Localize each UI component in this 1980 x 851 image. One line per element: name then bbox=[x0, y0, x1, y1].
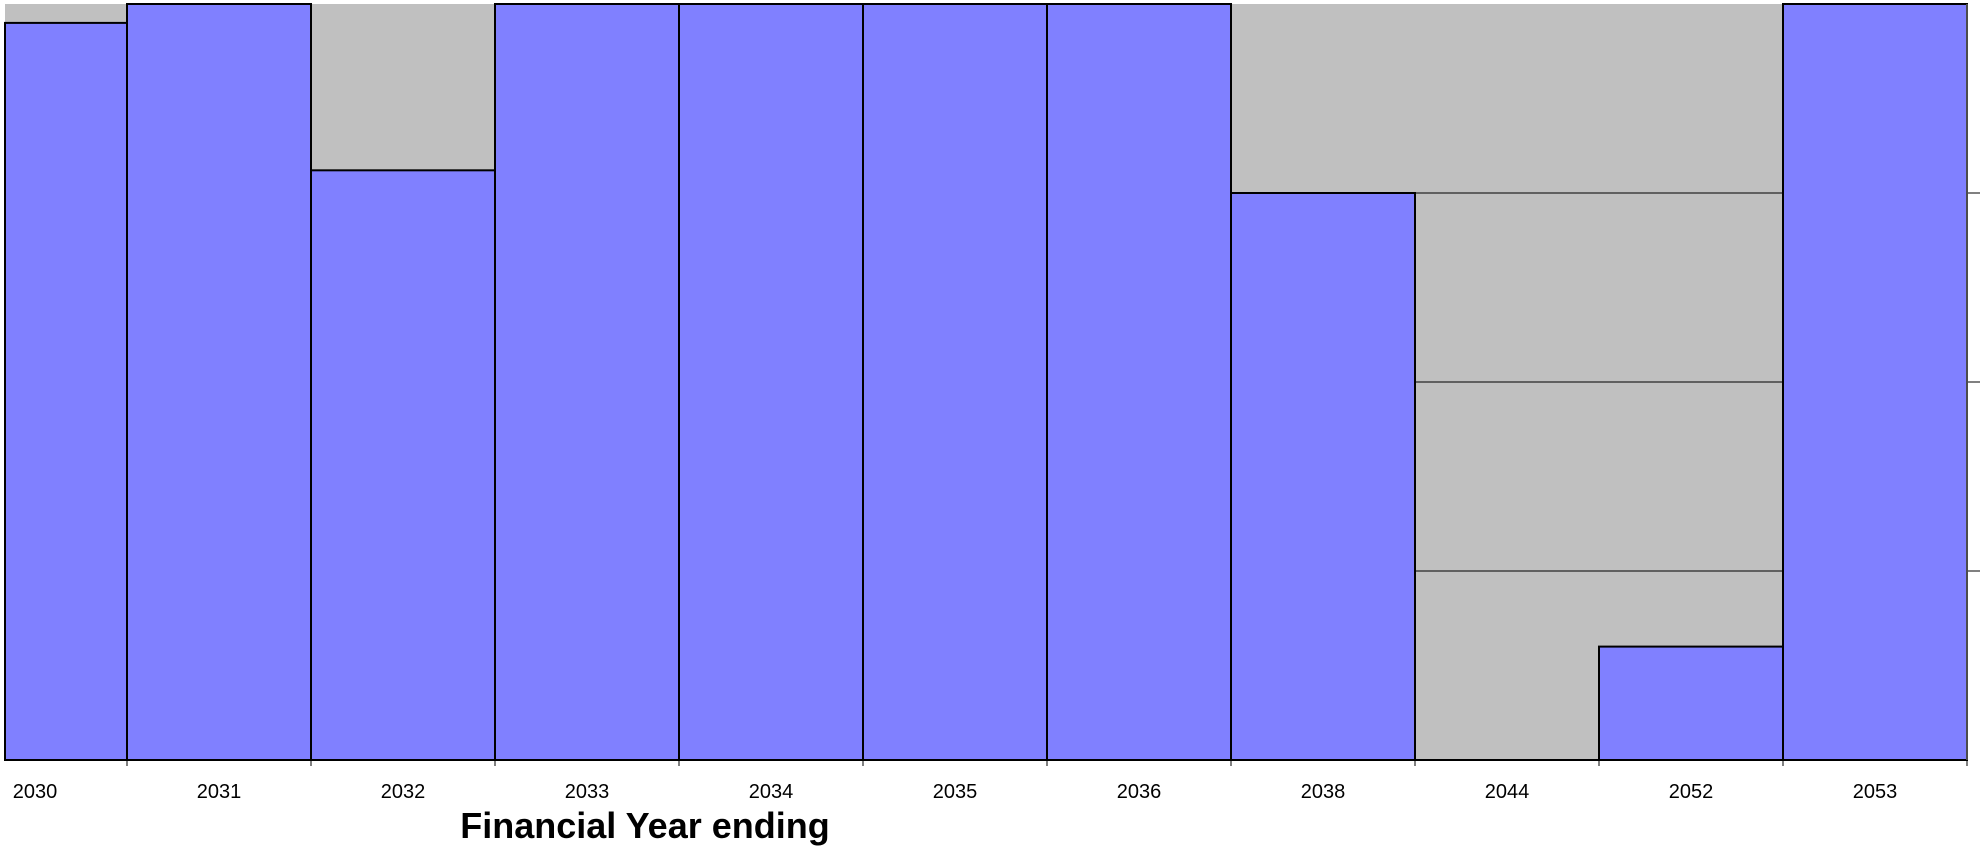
x-tick-label-2038: 2038 bbox=[1301, 781, 1346, 803]
x-tick-label-2033: 2033 bbox=[565, 781, 610, 803]
bar-2036 bbox=[1046, 3, 1232, 761]
bar-2033 bbox=[494, 3, 680, 761]
bar-2032 bbox=[310, 169, 496, 761]
x-tick-label-2031: 2031 bbox=[197, 781, 242, 803]
bar-2035 bbox=[862, 3, 1048, 761]
x-tick-label-2035: 2035 bbox=[933, 781, 978, 803]
x-tick-label-2036: 2036 bbox=[1117, 781, 1162, 803]
x-tick-label-2034: 2034 bbox=[749, 781, 794, 803]
x-tick-labels: 2030 2031 2032 2033 2034 2035 2036 2038 2044 2052… bbox=[13, 781, 1898, 803]
x-axis-title: Financial Year ending bbox=[460, 805, 829, 846]
x-tick-label-2053: 2053 bbox=[1853, 781, 1898, 803]
x-tick-label-2044: 2044 bbox=[1485, 781, 1530, 803]
bar-2053 bbox=[1782, 3, 1968, 761]
bar-2031 bbox=[126, 3, 312, 761]
x-tick-label-2032: 2032 bbox=[381, 781, 426, 803]
bar-2052 bbox=[1598, 645, 1784, 761]
bar-2034 bbox=[678, 3, 864, 761]
x-tick-label-2030: 2030 bbox=[13, 781, 58, 803]
bar-2030 bbox=[4, 21, 128, 761]
bar-2038 bbox=[1230, 192, 1416, 761]
x-tick-label-2052: 2052 bbox=[1669, 781, 1714, 803]
bars bbox=[4, 3, 1968, 761]
